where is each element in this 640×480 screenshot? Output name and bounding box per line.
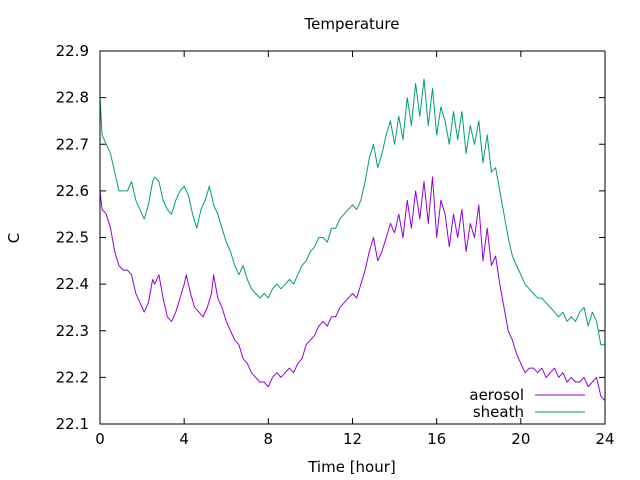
y-axis-label: C [5, 233, 23, 243]
x-tick-label: 20 [511, 430, 530, 448]
plot-frame [99, 50, 606, 425]
x-tick-label: 24 [595, 430, 614, 448]
y-tick-label: 22.1 [56, 415, 89, 433]
x-tick-label: 12 [343, 430, 362, 448]
series-line-sheath [99, 78, 605, 346]
y-tick-label: 22.2 [56, 368, 89, 386]
x-tick-label: 0 [95, 430, 105, 448]
x-axis-label: Time [hour] [307, 458, 396, 476]
legend-label-sheath: sheath [473, 403, 524, 421]
legend-label-aerosol: aerosol [469, 386, 524, 404]
axis-ticks: 0 4 8 12 16 20 24 22.1 22.2 22.3 22.4 22.5 22.6 22.7 2… [56, 42, 615, 448]
y-tick-label: 22.6 [56, 182, 89, 200]
series-layer [99, 78, 606, 402]
x-tick-label: 4 [179, 430, 189, 448]
y-tick-label: 22.7 [56, 135, 89, 153]
y-tick-label: 22.8 [56, 89, 89, 107]
series-line-aerosol [99, 176, 606, 402]
chart-title: Temperature [303, 15, 399, 33]
x-tick-label: 8 [264, 430, 274, 448]
y-tick-label: 22.9 [56, 42, 89, 60]
y-tick-label: 22.3 [56, 322, 89, 340]
x-tick-label: 16 [427, 430, 446, 448]
y-tick-label: 22.4 [56, 275, 89, 293]
y-tick-label: 22.5 [56, 229, 89, 247]
